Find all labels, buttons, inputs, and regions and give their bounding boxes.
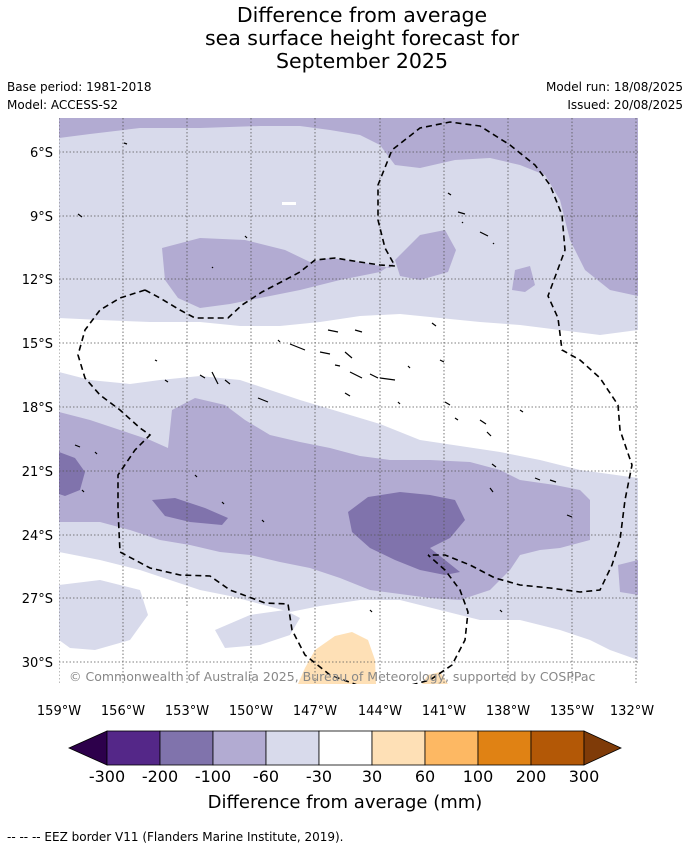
lon-label: 156°W	[101, 704, 145, 719]
title-line-2: sea surface height forecast for	[204, 26, 520, 50]
colorbar: -300 -200 -100 -60 -30 30 60 100 200 300	[68, 730, 622, 786]
lat-label: 24°S	[22, 529, 53, 544]
colorbar-segment	[424, 730, 479, 766]
islands	[74, 142, 573, 613]
lat-labels: 6°S 9°S 12°S 15°S 18°S 21°S 24°S 27°S 30…	[22, 146, 53, 671]
colorbar-tick-label: -200	[142, 767, 178, 786]
contour-patch-orange-se	[422, 672, 448, 684]
lat-label: 6°S	[30, 146, 53, 161]
lat-label: 21°S	[22, 465, 53, 480]
lon-label: 135°W	[550, 704, 594, 719]
contour-patch-mid-east	[512, 266, 535, 292]
eez-border-french-polynesia	[144, 121, 633, 593]
chart-title: Difference from average sea surface heig…	[0, 4, 690, 73]
colorbar-tick-label: -60	[253, 767, 279, 786]
colorbar-title: Difference from average (mm)	[207, 792, 483, 813]
colorbar-segment	[212, 730, 267, 766]
colorbar-tick-label: -300	[89, 767, 125, 786]
colorbar-segment	[318, 730, 373, 766]
contour-band-mid-north	[59, 118, 638, 296]
issued-text: Issued: 20/08/2025	[567, 98, 683, 112]
colorbar-segment	[265, 730, 320, 766]
colorbar-segment	[159, 730, 214, 766]
contour-patch-light-sw	[59, 580, 148, 650]
base-period-text: Base period: 1981-2018	[7, 80, 152, 94]
lon-label: 153°W	[165, 704, 209, 719]
colorbar-tick-label: 200	[516, 767, 547, 786]
contour-patch-mid-ne	[395, 230, 456, 280]
lat-label: 27°S	[22, 592, 53, 607]
map-field: © Commonwealth of Australia 2025, Bureau…	[59, 118, 638, 684]
lon-labels: 159°W 156°W 153°W 150°W 147°W 144°W 141°…	[37, 704, 654, 719]
lat-label: 15°S	[22, 337, 53, 352]
colorbar-segment	[477, 730, 532, 766]
eez-footnote: -- -- -- EEZ border V11 (Flanders Marine…	[7, 830, 344, 844]
colorbar-tick-label: 300	[569, 767, 600, 786]
lon-label: 132°W	[610, 704, 654, 719]
lon-label: 141°W	[422, 704, 466, 719]
lon-label: 138°W	[486, 704, 530, 719]
contour-patch-orange-south	[298, 632, 376, 684]
colorbar-tick-label: 30	[362, 767, 382, 786]
lat-label: 12°S	[22, 273, 53, 288]
lat-label: 18°S	[22, 401, 53, 416]
colorbar-segment	[371, 730, 426, 766]
copyright-text: © Commonwealth of Australia 2025, Bureau…	[69, 669, 595, 684]
meta-left: Base period: 1981-2018 Model: ACCESS-S2	[7, 78, 152, 114]
colorbar-extend-low	[68, 730, 108, 766]
colorbar-extend-high	[583, 730, 622, 766]
island-patch	[176, 607, 190, 610]
title-line-1: Difference from average	[236, 3, 488, 27]
contour-patch-light-mid	[215, 610, 300, 648]
contour-patch-dark-153w	[152, 498, 228, 525]
model-text: Model: ACCESS-S2	[7, 98, 119, 112]
contour-patch-dark-west	[59, 452, 85, 496]
colorbar-segments	[106, 730, 585, 766]
eez-border-cook-islands	[77, 289, 469, 684]
colorbar-segment	[530, 730, 585, 766]
contour-band-mid-south	[59, 398, 590, 600]
lon-label: 159°W	[37, 704, 81, 719]
contour-patch-mid-12s	[162, 238, 395, 308]
lon-label: 144°W	[358, 704, 402, 719]
island-patch	[282, 202, 296, 205]
colorbar-tick-label: -100	[195, 767, 231, 786]
model-run-text: Model run: 18/08/2025	[545, 80, 683, 94]
lat-label: 30°S	[22, 656, 53, 671]
lat-label: 9°S	[30, 210, 53, 225]
colorbar-tick-label: -30	[306, 767, 332, 786]
lon-label: 147°W	[293, 704, 337, 719]
lon-label: 150°W	[229, 704, 273, 719]
colorbar-tick-label: 60	[415, 767, 435, 786]
meta-right: Model run: 18/08/2025 Issued: 20/08/2025	[546, 78, 683, 114]
colorbar-tick-label: 100	[463, 767, 494, 786]
title-line-3: September 2025	[276, 49, 448, 73]
colorbar-segment	[106, 730, 161, 766]
contour-patch-mid-east-edge	[618, 560, 638, 595]
